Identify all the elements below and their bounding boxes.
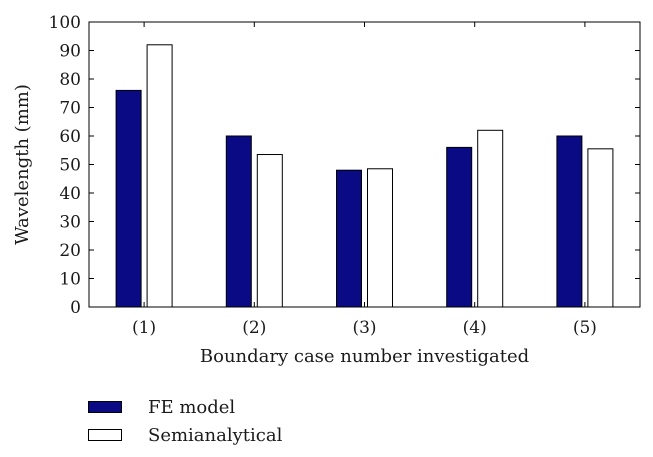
bar-fe-model	[336, 169, 362, 308]
bar-semianalytical	[146, 44, 173, 308]
y-tick-label: 60	[59, 127, 81, 147]
legend-item-semianalytical: Semianalytical	[88, 421, 282, 449]
bars	[115, 44, 614, 308]
bar-semianalytical	[477, 129, 504, 308]
legend-label-fe-model: FE model	[148, 396, 236, 418]
bar-fe-model	[446, 146, 473, 308]
x-tick-label: (3)	[352, 318, 376, 338]
y-tick-label: 50	[59, 156, 81, 176]
legend-item-fe-model: FE model	[88, 393, 282, 421]
legend-label-semianalytical: Semianalytical	[148, 424, 283, 446]
x-axis: (1) (2) (3) (4) (5)	[132, 22, 597, 338]
y-axis: 0 10 20 30 40 50 60 70 80 90 100	[49, 13, 640, 318]
legend: FE model Semianalytical	[88, 393, 282, 449]
x-axis-title: Boundary case number investigated	[200, 346, 529, 367]
x-tick-label: (4)	[463, 318, 487, 338]
bar-chart: 0 10 20 30 40 50 60 70 80 90 100 (1) (2) (3) (4) (5) W…	[12, 13, 641, 367]
y-tick-label: 70	[59, 99, 81, 119]
y-tick-label: 20	[59, 241, 81, 261]
y-axis-title: Wavelength (mm)	[12, 84, 33, 245]
bar-fe-model	[115, 89, 142, 308]
y-tick-label: 40	[59, 184, 81, 204]
y-tick-label: 30	[59, 213, 81, 233]
bar-semianalytical	[367, 168, 393, 308]
y-tick-label: 100	[49, 13, 81, 33]
y-tick-label: 80	[59, 70, 81, 90]
x-tick-label: (5)	[573, 318, 597, 338]
bar-semianalytical	[587, 148, 614, 308]
y-tick-label: 90	[59, 42, 81, 62]
bar-fe-model	[225, 135, 252, 308]
bar-fe-model	[556, 135, 583, 308]
legend-swatch-semianalytical	[88, 429, 122, 441]
y-tick-label: 10	[59, 270, 81, 290]
y-tick-label: 0	[70, 298, 81, 318]
x-tick-label: (2)	[242, 318, 266, 338]
x-tick-label: (1)	[132, 318, 156, 338]
bar-semianalytical	[256, 154, 283, 308]
legend-swatch-fe-model	[88, 401, 122, 413]
